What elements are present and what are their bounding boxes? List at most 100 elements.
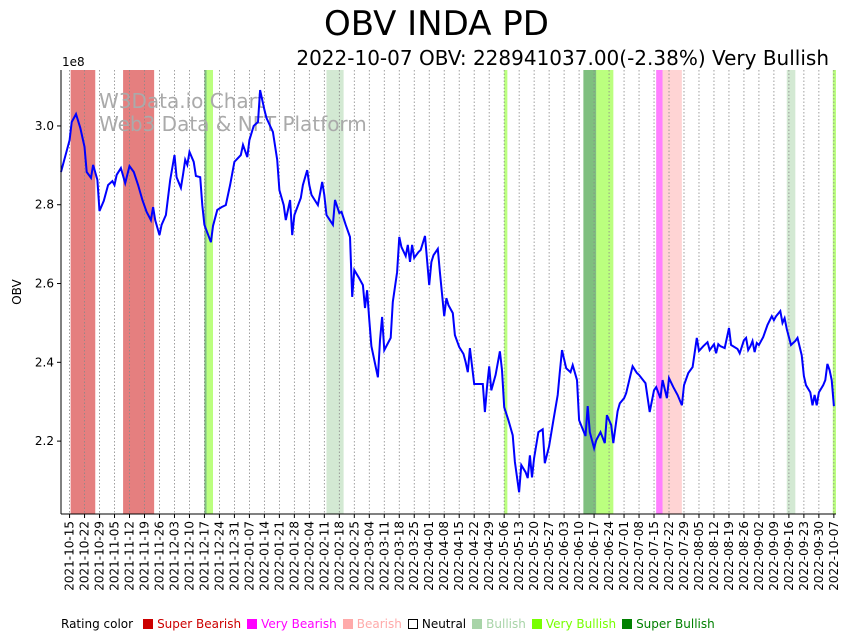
x-tick-label: 2022-01-28	[287, 521, 301, 591]
legend-swatch	[622, 619, 633, 629]
x-tick-label: 2022-04-01	[422, 521, 436, 591]
rating-band-super-bearish	[123, 70, 155, 514]
legend-swatch	[531, 619, 542, 629]
x-tick-label: 2022-05-20	[527, 521, 541, 591]
rating-band-very-bearish	[656, 70, 663, 514]
x-tick-label: 2021-11-26	[152, 521, 166, 591]
x-tick-label: 2022-03-18	[392, 521, 406, 591]
legend-swatch	[143, 619, 154, 629]
rating-band-very-bullish	[832, 70, 836, 514]
x-tick-label: 2022-09-09	[767, 521, 781, 591]
x-tick-label: 2022-09-30	[812, 521, 826, 591]
x-tick-label: 2021-11-05	[108, 521, 122, 591]
x-tick-label: 2022-01-21	[272, 521, 286, 591]
x-tick-label: 2022-06-24	[602, 521, 616, 591]
x-tick-label: 2022-08-26	[737, 521, 751, 591]
x-tick-label: 2022-03-11	[377, 521, 391, 591]
x-tick-label: 2022-07-15	[647, 521, 661, 591]
x-tick-label: 2021-10-22	[78, 521, 92, 591]
x-tick-label: 2021-10-29	[93, 521, 107, 591]
legend-text: Bearish	[356, 617, 402, 631]
legend-item-very-bullish: Very Bullish	[531, 617, 616, 631]
legend-text: Super Bullish	[636, 617, 715, 631]
x-tick-label: 2022-08-12	[707, 521, 721, 591]
x-tick-label: 2021-11-12	[123, 521, 137, 591]
x-tick-label: 2022-07-29	[677, 521, 691, 591]
rating-band-very-bullish	[504, 70, 508, 514]
watermark: W3Data.io Chart Web3 Data & NFT Platform	[99, 89, 367, 136]
legend-swatch	[342, 619, 353, 629]
legend-text: Very Bearish	[261, 617, 337, 631]
legend-text: Bullish	[486, 617, 526, 631]
y-tick-label: 2.6	[35, 277, 54, 291]
x-tick-label: 2022-06-17	[587, 521, 601, 591]
rating-band-bullish	[326, 70, 344, 514]
x-tick-label: 2021-12-31	[227, 521, 241, 591]
x-tick-label: 2022-06-10	[572, 521, 586, 591]
y-tick-label: 2.8	[35, 198, 54, 212]
x-ticks: 2021-10-15 2021-10-22 2021-10-29 2021-11-05…	[63, 514, 841, 591]
rating-band-bullish	[786, 70, 796, 514]
x-tick-label: 2022-02-11	[317, 521, 331, 591]
legend-text: Neutral	[421, 617, 467, 631]
x-tick-label: 2022-04-22	[467, 521, 481, 591]
y-axis-label: OBV	[10, 278, 24, 304]
legend-item-bearish: Bearish	[342, 617, 402, 631]
legend-text: Super Bearish	[157, 617, 242, 631]
x-tick-label: 2022-07-22	[662, 521, 676, 591]
x-tick-label: 2022-01-14	[257, 521, 271, 591]
obv-series-line	[60, 89, 835, 493]
x-tick-label: 2022-07-08	[632, 521, 646, 591]
x-tick-label: 2022-05-27	[542, 521, 556, 591]
y-tick-label: 2.4	[35, 355, 54, 369]
legend-item-super-bearish: Super Bearish	[143, 617, 241, 631]
x-tick-label: 2022-08-19	[722, 521, 736, 591]
x-tick-label: 2022-07-01	[617, 521, 631, 591]
legend-item-neutral: Neutral	[407, 617, 467, 631]
axes	[60, 70, 836, 515]
legend-item-very-bearish: Very Bearish	[247, 617, 337, 631]
x-tick-label: 2022-09-23	[797, 521, 811, 591]
watermark-line-1: W3Data.io Chart	[99, 89, 265, 113]
x-tick-label: 2022-03-25	[407, 521, 421, 591]
x-tick-label: 2021-12-17	[197, 521, 211, 591]
y-tick-label: 2.2	[35, 434, 54, 448]
rating-bands	[70, 70, 836, 514]
legend-swatch	[472, 619, 483, 629]
chart-subtitle: 2022-10-07 OBV: 228941037.00(-2.38%) Ver…	[296, 46, 829, 70]
legend-item-super-bullish: Super Bullish	[622, 617, 715, 631]
x-tick-label: 2022-02-18	[332, 521, 346, 591]
rating-band-super-bullish	[583, 70, 597, 514]
x-tick-label: 2022-02-25	[347, 521, 361, 591]
x-tick-label: 2022-08-05	[692, 521, 706, 591]
x-tick-label: 2022-06-03	[557, 521, 571, 591]
legend: Rating color Super Bearish Very Bearish Be…	[61, 617, 721, 631]
x-tick-label: 2022-04-15	[452, 521, 466, 591]
x-tick-label: 2021-12-03	[167, 521, 181, 591]
x-tick-label: 2022-10-07	[827, 521, 841, 591]
x-tick-label: 2021-12-24	[212, 521, 226, 591]
chart-title: OBV INDA PD	[324, 4, 549, 44]
legend-swatch	[247, 619, 258, 629]
x-tick-label: 2022-03-04	[362, 521, 376, 591]
x-tick-label: 2022-09-02	[752, 521, 766, 591]
rating-band-very-bullish	[206, 70, 214, 514]
x-tick-label: 2022-01-07	[242, 521, 256, 591]
x-tick-label: 2022-04-08	[437, 521, 451, 591]
legend-item-bullish: Bullish	[472, 617, 526, 631]
x-tick-label: 2021-10-15	[63, 521, 77, 591]
x-tick-label: 2022-02-04	[302, 521, 316, 591]
legend-label: Rating color	[61, 617, 134, 631]
legend-swatch	[407, 619, 418, 629]
rating-band-bearish	[662, 70, 682, 514]
y-multiplier: 1e8	[62, 55, 85, 69]
x-tick-label: 2022-05-06	[497, 521, 511, 591]
y-ticks: 2.2 2.4 2.6 2.8 3.0	[35, 119, 61, 448]
x-tick-label: 2022-04-29	[482, 521, 496, 591]
x-tick-label: 2022-05-13	[512, 521, 526, 591]
rating-band-super-bullish	[204, 70, 207, 514]
grid-lines	[69, 70, 835, 514]
rating-band-very-bullish	[596, 70, 614, 514]
x-tick-label: 2021-11-19	[137, 521, 151, 591]
